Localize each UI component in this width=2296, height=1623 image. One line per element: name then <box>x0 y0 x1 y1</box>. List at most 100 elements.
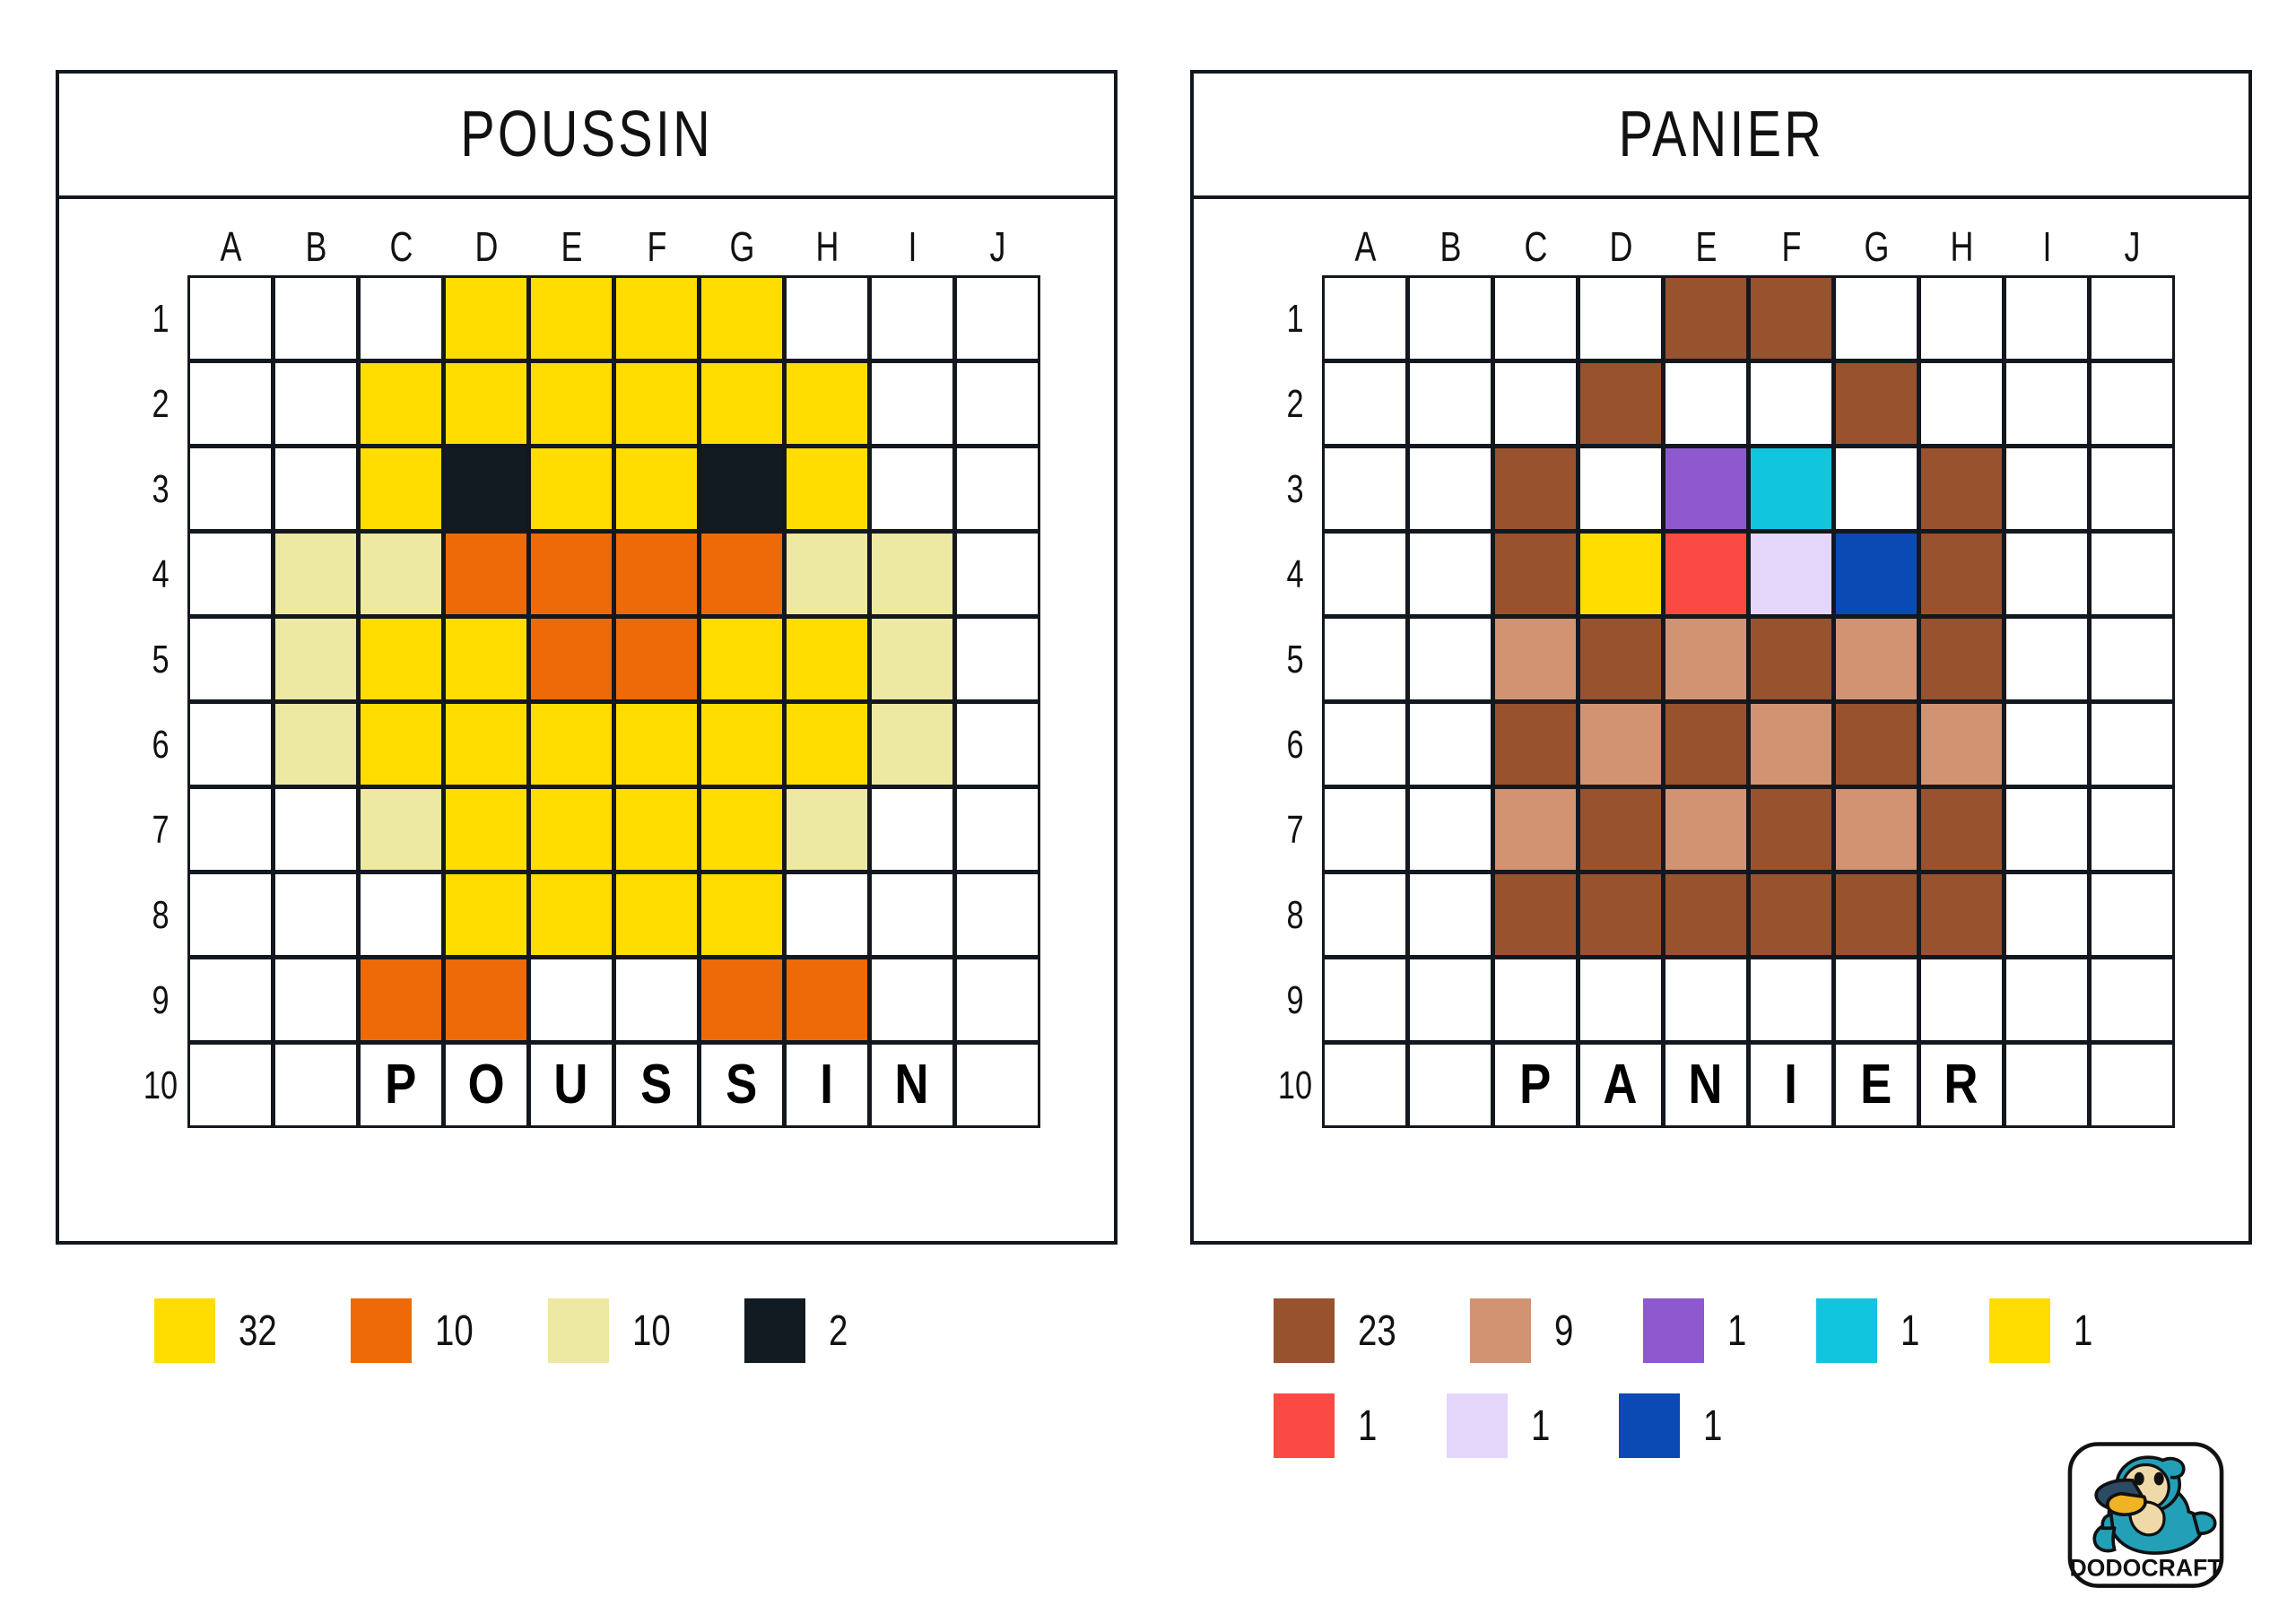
pixel-grid-panier[interactable]: A B C D E F G H I J 1 2 3 4 5 6 7 8 9 10 P A N I E R <box>1267 217 2175 1128</box>
grid-cell-c5[interactable] <box>1492 615 1578 702</box>
grid-cell-j6[interactable] <box>953 700 1040 787</box>
grid-cell-g7[interactable] <box>1832 785 1919 872</box>
grid-cell-a10[interactable] <box>1321 1041 1408 1128</box>
grid-cell-i4[interactable] <box>2003 530 2090 617</box>
grid-cell-b9[interactable] <box>272 956 359 1043</box>
grid-cell-d3[interactable] <box>442 445 529 532</box>
grid-cell-c1[interactable] <box>1492 274 1578 361</box>
grid-cell-g8[interactable] <box>1832 871 1919 958</box>
grid-cell-f9[interactable] <box>1747 956 1834 1043</box>
grid-cell-a5[interactable] <box>187 615 274 702</box>
grid-cell-b2[interactable] <box>272 360 359 447</box>
grid-cell-a10[interactable] <box>187 1041 274 1128</box>
grid-cell-j9[interactable] <box>953 956 1040 1043</box>
grid-cell-h3[interactable] <box>1918 445 2005 532</box>
grid-cell-d2[interactable] <box>1577 360 1664 447</box>
grid-cell-i5[interactable] <box>2003 615 2090 702</box>
grid-cell-c2[interactable] <box>1492 360 1578 447</box>
grid-cell-f4[interactable] <box>613 530 700 617</box>
grid-cell-a7[interactable] <box>1321 785 1408 872</box>
grid-cell-e8[interactable] <box>1662 871 1749 958</box>
grid-cell-h7[interactable] <box>783 785 870 872</box>
grid-cell-j1[interactable] <box>2088 274 2175 361</box>
grid-cell-g5[interactable] <box>1832 615 1919 702</box>
grid-cell-j2[interactable] <box>2088 360 2175 447</box>
grid-cell-c10[interactable]: P <box>1492 1041 1578 1128</box>
grid-cell-b2[interactable] <box>1406 360 1493 447</box>
grid-cell-d5[interactable] <box>1577 615 1664 702</box>
grid-cell-c3[interactable] <box>357 445 444 532</box>
grid-cell-b6[interactable] <box>272 700 359 787</box>
grid-cell-d7[interactable] <box>442 785 529 872</box>
grid-cell-e10[interactable]: N <box>1662 1041 1749 1128</box>
grid-cell-c10[interactable]: P <box>357 1041 444 1128</box>
grid-cell-e9[interactable] <box>1662 956 1749 1043</box>
grid-cell-e2[interactable] <box>1662 360 1749 447</box>
grid-cell-i3[interactable] <box>868 445 955 532</box>
grid-cell-g1[interactable] <box>698 274 785 361</box>
grid-cell-i9[interactable] <box>868 956 955 1043</box>
grid-cell-g6[interactable] <box>698 700 785 787</box>
grid-cell-f7[interactable] <box>1747 785 1834 872</box>
grid-cell-c3[interactable] <box>1492 445 1578 532</box>
grid-cell-f10[interactable]: S <box>613 1041 700 1128</box>
grid-cell-i2[interactable] <box>868 360 955 447</box>
grid-cell-a1[interactable] <box>187 274 274 361</box>
grid-cell-d6[interactable] <box>442 700 529 787</box>
grid-cell-b1[interactable] <box>1406 274 1493 361</box>
grid-cell-g10[interactable]: S <box>698 1041 785 1128</box>
grid-cell-d1[interactable] <box>1577 274 1664 361</box>
grid-cell-e6[interactable] <box>527 700 614 787</box>
grid-cell-f6[interactable] <box>1747 700 1834 787</box>
grid-cell-f8[interactable] <box>613 871 700 958</box>
grid-cell-h5[interactable] <box>1918 615 2005 702</box>
grid-cell-j9[interactable] <box>2088 956 2175 1043</box>
grid-cell-i2[interactable] <box>2003 360 2090 447</box>
grid-cell-a3[interactable] <box>187 445 274 532</box>
grid-cell-a8[interactable] <box>187 871 274 958</box>
grid-cell-a2[interactable] <box>187 360 274 447</box>
grid-cell-f9[interactable] <box>613 956 700 1043</box>
grid-cell-d6[interactable] <box>1577 700 1664 787</box>
grid-cell-b6[interactable] <box>1406 700 1493 787</box>
grid-cell-a4[interactable] <box>187 530 274 617</box>
grid-cell-b7[interactable] <box>1406 785 1493 872</box>
grid-cell-c4[interactable] <box>1492 530 1578 617</box>
grid-cell-f5[interactable] <box>613 615 700 702</box>
grid-cell-c1[interactable] <box>357 274 444 361</box>
grid-cell-d7[interactable] <box>1577 785 1664 872</box>
grid-cell-j10[interactable] <box>953 1041 1040 1128</box>
grid-cell-d4[interactable] <box>1577 530 1664 617</box>
grid-cell-j3[interactable] <box>953 445 1040 532</box>
grid-cell-f10[interactable]: I <box>1747 1041 1834 1128</box>
grid-cell-i10[interactable] <box>2003 1041 2090 1128</box>
grid-cell-b1[interactable] <box>272 274 359 361</box>
grid-cell-g2[interactable] <box>698 360 785 447</box>
grid-cell-e5[interactable] <box>527 615 614 702</box>
grid-cell-e10[interactable]: U <box>527 1041 614 1128</box>
grid-cell-e7[interactable] <box>1662 785 1749 872</box>
grid-cell-b8[interactable] <box>1406 871 1493 958</box>
grid-cell-j4[interactable] <box>2088 530 2175 617</box>
grid-cell-h2[interactable] <box>783 360 870 447</box>
grid-cell-a3[interactable] <box>1321 445 1408 532</box>
grid-cell-e3[interactable] <box>527 445 614 532</box>
grid-cell-b8[interactable] <box>272 871 359 958</box>
grid-cell-e8[interactable] <box>527 871 614 958</box>
grid-cell-a4[interactable] <box>1321 530 1408 617</box>
grid-cell-g10[interactable]: E <box>1832 1041 1919 1128</box>
grid-cell-a7[interactable] <box>187 785 274 872</box>
grid-cell-j7[interactable] <box>953 785 1040 872</box>
grid-cell-c8[interactable] <box>357 871 444 958</box>
grid-cell-g5[interactable] <box>698 615 785 702</box>
grid-cell-e3[interactable] <box>1662 445 1749 532</box>
pixel-grid-poussin[interactable]: A B C D E F G H I J 1 2 3 4 5 6 7 8 9 10 P O U S S I N <box>133 217 1040 1128</box>
grid-cell-a9[interactable] <box>1321 956 1408 1043</box>
grid-cell-i1[interactable] <box>868 274 955 361</box>
grid-cell-c9[interactable] <box>1492 956 1578 1043</box>
grid-cell-j6[interactable] <box>2088 700 2175 787</box>
grid-cell-i10[interactable]: N <box>868 1041 955 1128</box>
grid-cell-e1[interactable] <box>527 274 614 361</box>
grid-cell-h9[interactable] <box>1918 956 2005 1043</box>
grid-cell-c7[interactable] <box>357 785 444 872</box>
